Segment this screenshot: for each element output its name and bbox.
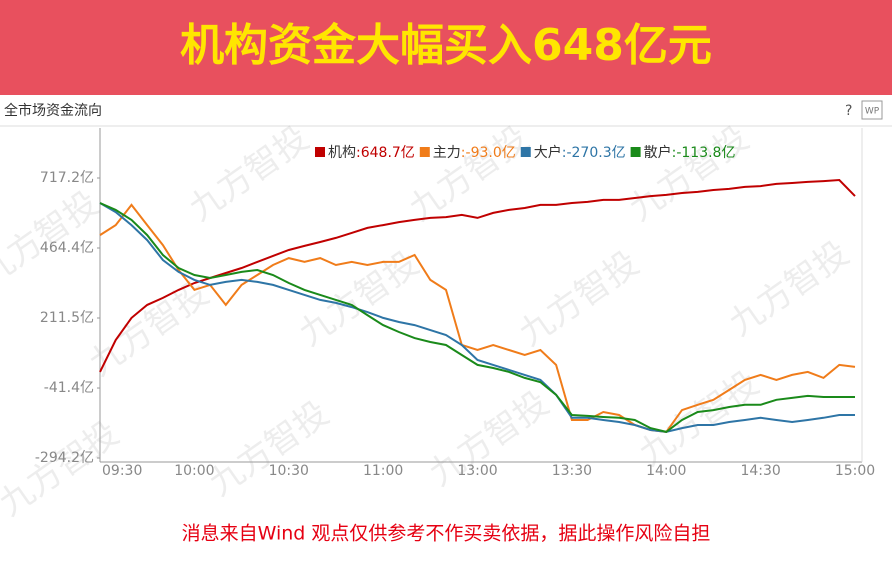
x-tick-label: 10:00 (174, 463, 214, 479)
x-tick-label: 11:00 (363, 463, 403, 479)
legend-text: 大户:-270.3亿 (534, 144, 626, 161)
y-tick-label: 211.5亿 (40, 310, 94, 326)
watermark: 九方智投 (202, 393, 336, 504)
watermark: 九方智投 (0, 183, 106, 294)
panel-title: 全市场资金流向 (4, 102, 102, 119)
badge-box[interactable] (861, 100, 883, 120)
y-tick-label: -41.4亿 (44, 380, 94, 396)
legend-swatch (419, 147, 430, 157)
legend-swatch (630, 147, 641, 157)
footer-disclaimer: 消息来自Wind 观点仅供参考不作买卖依据，据此操作风险自担 (182, 523, 711, 545)
watermark: 九方智投 (402, 118, 536, 229)
x-tick-label: 13:30 (552, 463, 592, 479)
watermark: 九方智投 (622, 118, 756, 229)
badge[interactable]: WP (865, 107, 880, 117)
legend-name: 主力 (433, 145, 461, 161)
watermark: 九方智投 (182, 118, 316, 229)
header-title: 机构资金大幅买入648亿元 (180, 20, 712, 71)
legend-swatch (315, 147, 325, 157)
y-tick-label: 717.2亿 (40, 170, 94, 186)
series-line (99, 202, 855, 433)
series-line (99, 203, 856, 433)
legend-name: 大户 (534, 144, 562, 161)
legend: 机构:648.7亿 主力:-93.0亿 大户:-270.3亿 散户:-113.8亿 (315, 144, 735, 161)
x-tick-label: 14:00 (646, 463, 686, 479)
series-line (99, 202, 855, 433)
legend-name: 散户 (644, 144, 672, 161)
watermark: 九方智投 (722, 233, 856, 344)
watermark: 九方智投 (512, 243, 646, 354)
x-tick-label: 13:00 (457, 463, 497, 479)
x-tick-label: 15:00 (835, 463, 875, 479)
legend-value: :648.7亿 (356, 145, 415, 161)
legend-name: 机构 (328, 145, 356, 161)
legend-value: :-93.0亿 (461, 145, 516, 161)
legend-swatch (520, 147, 531, 157)
x-tick-label: 14:30 (740, 463, 780, 479)
legend-value: :-270.3亿 (562, 145, 626, 161)
help-icon[interactable]: ? (845, 103, 852, 119)
legend-text: 机构:648.7亿 (328, 145, 415, 161)
header-band (0, 0, 892, 95)
x-tick-label: 09:30 (102, 463, 142, 479)
legend-text: 主力:-93.0亿 (433, 145, 516, 161)
y-tick-label: -294.2亿 (35, 450, 94, 466)
y-tick-label: 464.4亿 (40, 240, 94, 256)
x-tick-label: 10:30 (269, 463, 309, 479)
legend-text: 散户:-113.8亿 (644, 144, 736, 161)
series-line (99, 178, 856, 373)
legend-value: :-113.8亿 (672, 145, 736, 161)
